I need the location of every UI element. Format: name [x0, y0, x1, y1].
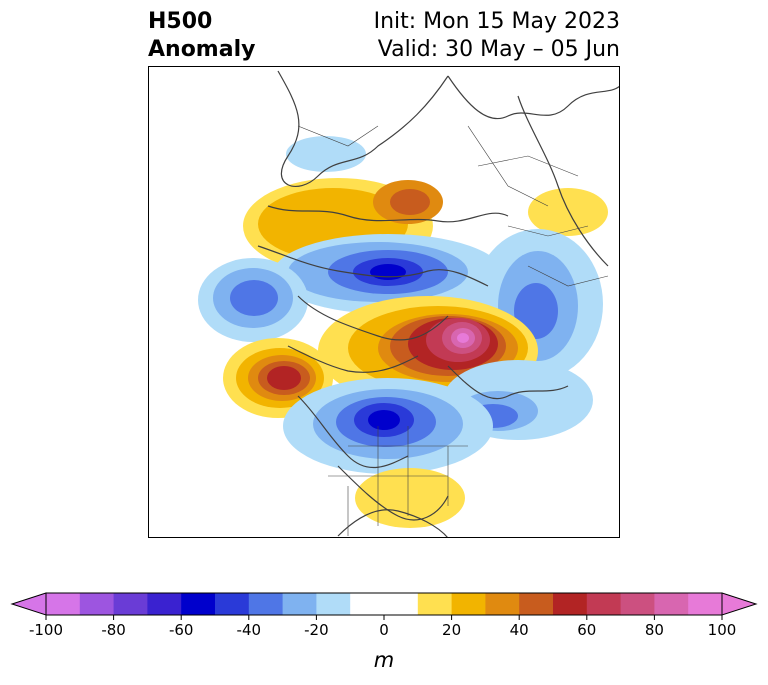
- init-time: Init: Mon 15 May 2023: [373, 9, 620, 34]
- colorbar-segment: [519, 593, 554, 615]
- colorbar-segment: [79, 593, 115, 615]
- positive-anomaly-southeast-us: [355, 468, 465, 528]
- colorbar-extend-low: [10, 592, 47, 616]
- colorbar-segment: [688, 593, 723, 615]
- colorbar-segments: [10, 592, 758, 616]
- colorbar-segment: [316, 593, 351, 615]
- title-field: Anomaly: [148, 37, 256, 62]
- colorbar-segment: [147, 593, 182, 615]
- colorbar-segment: [215, 593, 250, 615]
- colorbar-segment: [181, 593, 216, 615]
- colorbar-tick-label: 100: [708, 621, 737, 639]
- colorbar-tick-label: 20: [442, 621, 461, 639]
- colorbar-segment: [485, 593, 520, 615]
- negative-anomaly-west-siberia: [473, 229, 603, 379]
- negative-anomaly-hudson: [283, 378, 493, 474]
- colorbar-tick-label: -100: [29, 621, 63, 639]
- colorbar-segment: [248, 593, 284, 615]
- colorbar-segment: [282, 593, 317, 615]
- positive-anomaly-east-siberia-small: [528, 188, 608, 236]
- title-variable: H500: [148, 9, 213, 34]
- colorbar-segment: [553, 593, 588, 615]
- colorbar-tick-label: 80: [645, 621, 664, 639]
- anomaly-field: [148, 66, 620, 538]
- map-frame: [148, 66, 620, 538]
- colorbar-tick-label: -80: [101, 621, 126, 639]
- political-borders: [297, 125, 609, 536]
- colorbar-segment: [417, 593, 453, 615]
- colorbar-tick-label: -20: [304, 621, 329, 639]
- colorbar-segment: [620, 593, 655, 615]
- colorbar-ticks: -100 -80 -60 -40 -20 0 20 40 60 80 100: [29, 615, 736, 639]
- colorbar-tick-label: 0: [379, 621, 389, 639]
- title-right: Init: Mon 15 May 2023 Valid: 30 May – 05…: [374, 8, 620, 64]
- colorbar-segment: [451, 593, 486, 615]
- colorbar-segment: [350, 593, 385, 615]
- colorbar: -100 -80 -60 -40 -20 0 20 40 60 80 100 m: [10, 592, 758, 672]
- colorbar-segment: [586, 593, 622, 615]
- colorbar-segment: [384, 593, 419, 615]
- colorbar-segment: [654, 593, 689, 615]
- anomaly-map: [148, 66, 620, 538]
- colorbar-tick-label: 60: [577, 621, 596, 639]
- colorbar-segment: [46, 593, 81, 615]
- colorbar-segment: [113, 593, 148, 615]
- colorbar-unit: m: [374, 648, 394, 672]
- colorbar-tick-label: 40: [510, 621, 529, 639]
- colorbar-extend-high: [721, 592, 758, 616]
- negative-anomaly-baffin: [273, 234, 503, 314]
- colorbar-tick-label: -40: [237, 621, 262, 639]
- positive-anomaly-east-siberia: [286, 136, 366, 172]
- coastlines: [257, 70, 620, 538]
- negative-anomaly-pacific: [198, 258, 308, 342]
- colorbar-tick-label: -60: [169, 621, 194, 639]
- valid-period: Valid: 30 May – 05 Jun: [377, 37, 620, 62]
- title-left: H500 Anomaly: [148, 8, 255, 64]
